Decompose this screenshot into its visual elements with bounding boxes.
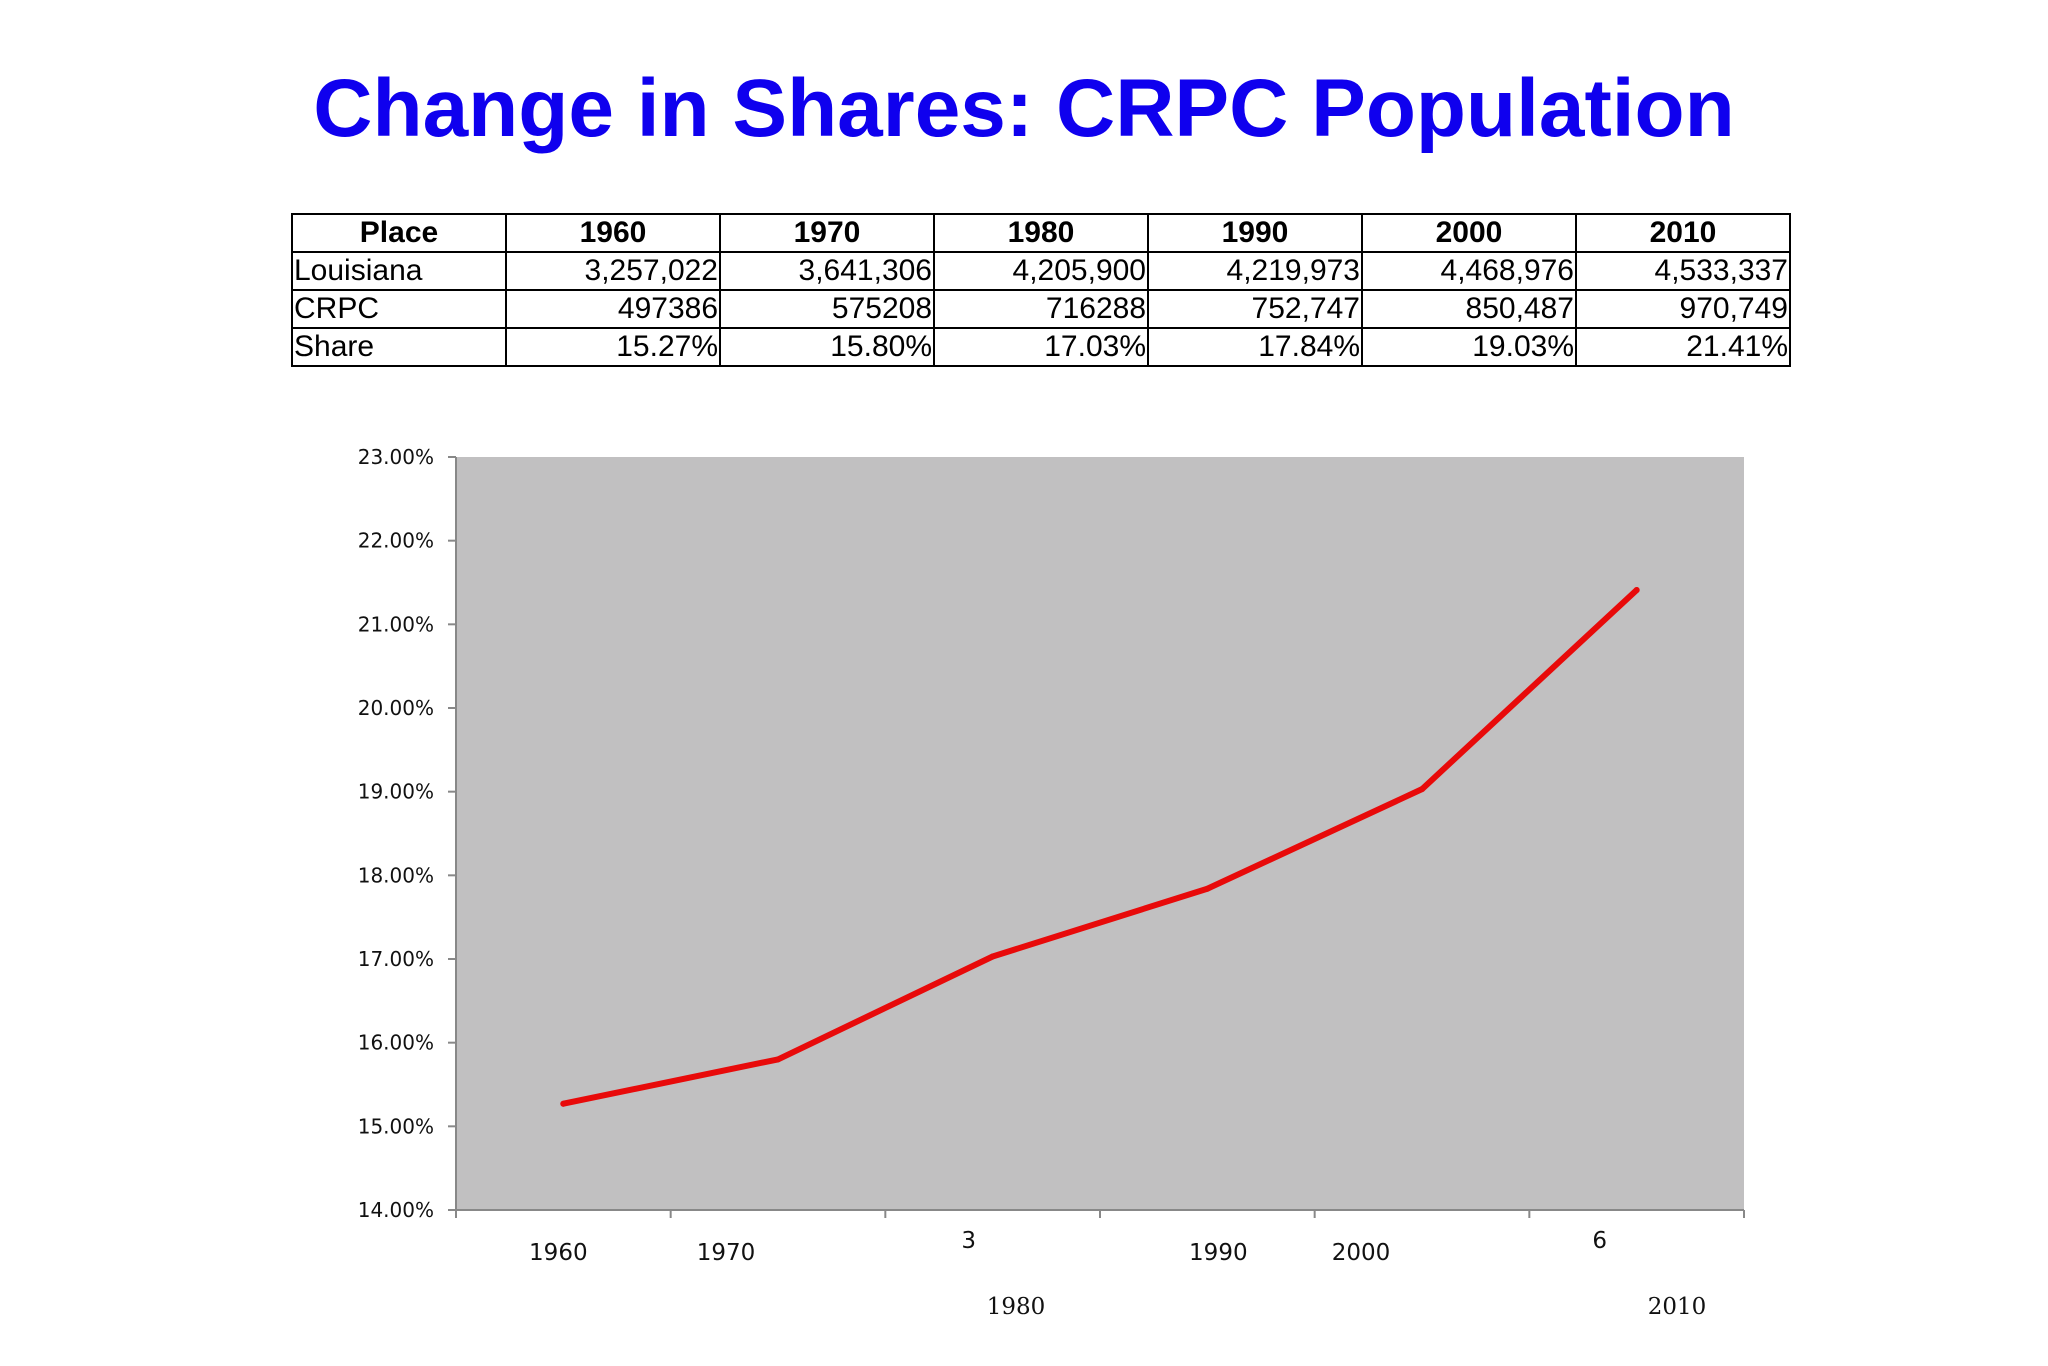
table-header-cell: Place xyxy=(291,213,507,253)
table-cell: 4,205,900 xyxy=(933,251,1149,291)
y-tick-label: 22.00% xyxy=(358,529,434,553)
table-cell: 4,468,976 xyxy=(1361,251,1577,291)
data-point xyxy=(775,1056,781,1063)
table-header-row: Place 1960 1970 1980 1990 2000 2010 xyxy=(291,213,1791,253)
extra-year-label: 2010 xyxy=(1648,1294,1707,1320)
table-cell: 19.03% xyxy=(1361,327,1577,367)
table-cell: 3,257,022 xyxy=(505,251,721,291)
data-point xyxy=(989,953,996,960)
y-tick-label: 23.00% xyxy=(358,445,434,469)
table-header-cell: 2000 xyxy=(1361,213,1577,253)
table-cell: 4,533,337 xyxy=(1575,251,1791,291)
table-header-cell: 2010 xyxy=(1575,213,1791,253)
table-cell: 970,749 xyxy=(1575,289,1791,329)
slide-title: Change in Shares: CRPC Population xyxy=(313,63,1735,154)
table-row-share: Share 15.27% 15.80% 17.03% 17.84% 19.03%… xyxy=(291,327,1791,367)
y-tick-label: 19.00% xyxy=(358,780,434,804)
table-header-cell: 1980 xyxy=(933,213,1149,253)
table-row-louisiana: Louisiana 3,257,022 3,641,306 4,205,900 … xyxy=(291,251,1791,291)
x-tick-label: 3 xyxy=(961,1228,976,1254)
y-tick-label: 21.00% xyxy=(358,612,434,636)
table-cell: 716288 xyxy=(933,289,1149,329)
table-cell: 4,219,973 xyxy=(1147,251,1363,291)
share-series-line xyxy=(560,587,1640,1107)
table-header-cell: 1990 xyxy=(1147,213,1363,253)
extra-year-label: 1980 xyxy=(987,1294,1046,1320)
y-tick-label: 15.00% xyxy=(358,1114,434,1138)
table-header-cell: 1960 xyxy=(505,213,721,253)
table-row-crpc: CRPC 497386 575208 716288 752,747 850,48… xyxy=(291,289,1791,329)
y-tick-label: 20.00% xyxy=(358,696,434,720)
table-row-label: Share xyxy=(291,327,507,367)
y-tick-label: 17.00% xyxy=(358,947,434,971)
x-tick-label: 1990 xyxy=(1189,1240,1248,1266)
share-line-chart: 14.00% 15.00% 16.00% 17.00% 18.00% 19.00% 20.0… xyxy=(358,445,1745,1320)
table-cell: 15.27% xyxy=(505,327,721,367)
table-row-label: CRPC xyxy=(291,289,507,329)
table-cell: 15.80% xyxy=(719,327,935,367)
table-cell: 17.84% xyxy=(1147,327,1363,367)
y-tick-label: 16.00% xyxy=(358,1031,434,1055)
table-cell: 17.03% xyxy=(933,327,1149,367)
table-cell: 3,641,306 xyxy=(719,251,935,291)
x-tick-label: 2000 xyxy=(1332,1240,1391,1266)
x-tick-label: 6 xyxy=(1592,1228,1607,1254)
plot-area xyxy=(456,457,1744,1210)
x-tick-label: 1960 xyxy=(529,1240,588,1266)
table-cell: 575208 xyxy=(719,289,935,329)
table-cell: 497386 xyxy=(505,289,721,329)
table-header-cell: 1970 xyxy=(719,213,935,253)
x-tick-label: 1970 xyxy=(697,1240,756,1266)
table-cell: 21.41% xyxy=(1575,327,1791,367)
population-table: Place 1960 1970 1980 1990 2000 2010 Loui… xyxy=(291,213,1791,367)
data-point xyxy=(1204,885,1211,892)
y-tick-label: 14.00% xyxy=(358,1198,434,1222)
data-point xyxy=(1633,587,1640,594)
data-point xyxy=(1419,786,1425,793)
table-cell: 850,487 xyxy=(1361,289,1577,329)
y-tick-label: 18.00% xyxy=(358,863,434,887)
table-cell: 752,747 xyxy=(1147,289,1363,329)
data-point xyxy=(560,1100,567,1107)
table-row-label: Louisiana xyxy=(291,251,507,291)
